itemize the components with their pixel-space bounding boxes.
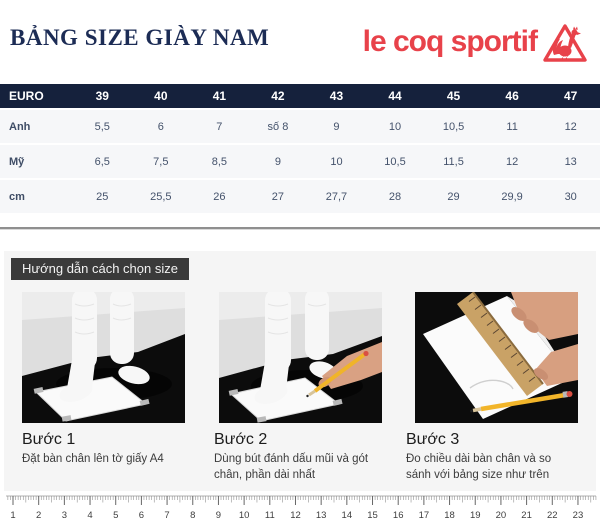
size-cell: 7 <box>190 109 249 145</box>
size-cell: 9 <box>248 144 308 180</box>
size-table-section: EURO 39 40 41 42 43 44 45 46 47 Anh 5,5 6 7 số 8 9 10 10,… <box>0 84 600 215</box>
ruler-number: 23 <box>573 510 584 521</box>
size-cell: 29 <box>424 179 483 215</box>
feet-on-paper-photo <box>22 292 185 423</box>
brand-logo-text: le coq sportif <box>362 25 538 58</box>
step-captions-row: Bước 1 Đặt bàn chân lên tờ giấy A4 Bước … <box>4 423 596 483</box>
ruler-number: 17 <box>419 510 430 521</box>
ruler-number: 11 <box>265 510 275 521</box>
ruler-number: 15 <box>367 510 378 521</box>
size-cell: 25,5 <box>131 179 191 215</box>
size-table-header-label: EURO <box>0 84 73 110</box>
size-cell: 8,5 <box>190 144 249 180</box>
size-row-label: cm <box>0 179 73 215</box>
ruler-number: 12 <box>290 510 301 521</box>
size-table-header-cell: 47 <box>541 84 600 110</box>
ruler-number: 19 <box>470 510 481 521</box>
ruler-number: 2 <box>36 510 41 521</box>
size-table-header-cell: 39 <box>73 84 132 110</box>
size-cell: 28 <box>365 179 425 215</box>
step-3-title: Bước 3 <box>406 431 460 448</box>
size-cell: 12 <box>482 144 542 180</box>
cm-ruler: 1 2 3 4 5 6 7 8 9 10 11 12 13 14 15 16 17 18 19 20 21 22 23 <box>0 494 600 524</box>
guide-panel: Hướng dẫn cách chọn size <box>4 251 596 491</box>
size-table-header-cell: 46 <box>482 84 542 110</box>
rooster-in-triangle-icon <box>543 24 587 62</box>
size-cell: 10,5 <box>365 144 425 180</box>
step-2: Bước 2 Dùng bút đánh dấu mũi và gót chân… <box>214 423 386 483</box>
ruler-number: 7 <box>164 510 169 521</box>
size-cell: 29,9 <box>482 179 542 215</box>
size-cell: 6,5 <box>73 144 132 180</box>
ruler-number: 16 <box>393 510 404 521</box>
size-cell: 26 <box>190 179 249 215</box>
ruler-number: 9 <box>216 510 221 521</box>
brand-logo: le coq sportif <box>363 21 588 63</box>
size-cell: 5,5 <box>73 109 132 145</box>
guide-heading: Hướng dẫn cách chọn size <box>11 258 189 280</box>
page-title: BẢNG SIZE GIÀY NAM <box>10 25 270 50</box>
size-cell: 11 <box>482 109 542 145</box>
step-1: Bước 1 Đặt bàn chân lên tờ giấy A4 <box>22 423 194 483</box>
ruler-number: 1 <box>10 510 15 521</box>
ruler-number: 5 <box>113 510 118 521</box>
step-3: Bước 3 Đo chiều dài bàn chân và so sánh … <box>406 423 578 483</box>
size-table-header-cell: 41 <box>190 84 249 110</box>
size-cell: 13 <box>541 144 600 180</box>
ruler-number: 14 <box>342 510 353 521</box>
size-cell: 27,7 <box>307 179 366 215</box>
ruler-number: 22 <box>547 510 558 521</box>
step-2-caption: Dùng bút đánh dấu mũi và gót chân, phần … <box>214 453 369 481</box>
ruler-number: 18 <box>444 510 455 521</box>
ruler-number: 13 <box>316 510 327 521</box>
size-cell: 10 <box>365 109 425 145</box>
size-row-label: Mỹ <box>0 144 73 180</box>
size-table: EURO 39 40 41 42 43 44 45 46 47 Anh 5,5 6 7 số 8 9 10 10,… <box>0 84 600 215</box>
ruler-number: 3 <box>62 510 67 521</box>
ruler-number: 20 <box>496 510 507 521</box>
ruler-number: 10 <box>239 510 250 521</box>
size-cell: 10 <box>307 144 366 180</box>
size-table-header-cell: 45 <box>424 84 483 110</box>
ruler-number: 6 <box>139 510 144 521</box>
step-2-title: Bước 2 <box>214 431 268 448</box>
size-cell: 9 <box>307 109 366 145</box>
size-table-header-row: EURO 39 40 41 42 43 44 45 46 47 <box>0 84 600 110</box>
size-table-header-cell: 43 <box>307 84 366 110</box>
ruler-number: 8 <box>190 510 195 521</box>
size-cell: 30 <box>541 179 600 215</box>
measuring-with-ruler-photo <box>415 292 578 423</box>
ruler-number: 21 <box>521 510 532 521</box>
size-cell: số 8 <box>248 109 308 145</box>
size-cell: 6 <box>131 109 191 145</box>
size-cell: 7,5 <box>131 144 191 180</box>
size-table-header-cell: 44 <box>365 84 425 110</box>
size-cell: 12 <box>541 109 600 145</box>
size-table-row: Mỹ 6,5 7,5 8,5 9 10 10,5 11,5 12 13 <box>0 144 600 180</box>
marking-foot-with-pencil-photo <box>218 292 382 423</box>
step-1-title: Bước 1 <box>22 431 76 448</box>
size-cell: 10,5 <box>424 109 483 145</box>
ruler-number: 4 <box>87 510 92 521</box>
size-cell: 11,5 <box>424 144 483 180</box>
step-1-caption: Đặt bàn chân lên tờ giấy A4 <box>22 453 164 465</box>
section-divider <box>0 227 600 230</box>
size-row-label: Anh <box>0 109 73 145</box>
step-3-caption: Đo chiều dài bàn chân và so sánh với bản… <box>406 453 552 481</box>
size-table-row: Anh 5,5 6 7 số 8 9 10 10,5 11 12 <box>0 109 600 145</box>
size-table-header-cell: 42 <box>248 84 308 110</box>
cm-ruler-svg: 1 2 3 4 5 6 7 8 9 10 11 12 13 14 15 16 17 18 19 20 21 22 23 <box>6 495 597 521</box>
size-cell: 27 <box>248 179 308 215</box>
size-table-header-cell: 40 <box>131 84 191 110</box>
step-photos-row <box>4 292 596 423</box>
size-table-row: cm 25 25,5 26 27 27,7 28 29 29,9 30 <box>0 179 600 215</box>
size-cell: 25 <box>73 179 132 215</box>
